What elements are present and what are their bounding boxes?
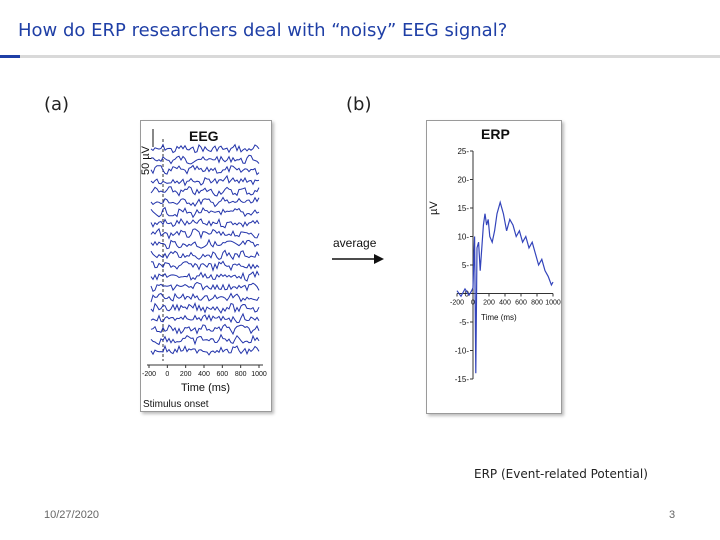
- panel-label-b: (b): [346, 94, 372, 115]
- erp-series: [456, 200, 554, 374]
- erp-x-tick-label: 600: [515, 300, 527, 307]
- eeg-x-tick-label: 200: [180, 371, 192, 378]
- erp-x-tick-label: 1000: [545, 300, 561, 307]
- stimulus-onset-label: Stimulus onset: [143, 399, 209, 410]
- erp-line: [456, 200, 554, 374]
- erp-y-tick-label: 15-: [457, 204, 469, 213]
- scale-label: 50 µV: [141, 145, 152, 175]
- average-label: average: [333, 236, 377, 250]
- eeg-x-ticks: -200 0 200 400 600 800 1000: [142, 365, 267, 378]
- footer-date: 10/27/2020: [44, 509, 100, 521]
- eeg-trace: [150, 260, 260, 272]
- eeg-x-tick-label: 800: [235, 371, 247, 378]
- eeg-x-tick-label: -200: [142, 371, 156, 378]
- erp-y-tick-label: 25-: [457, 147, 469, 156]
- eeg-trace: [150, 143, 260, 154]
- erp-figure: ERP µV 25- 20- 15- 10- 5- 0 -5- -10- -15- -200 0 20…: [426, 120, 562, 414]
- eeg-x-tick-label: 600: [216, 371, 228, 378]
- eeg-trace: [150, 281, 260, 293]
- erp-y-tick-label: 20-: [457, 176, 469, 185]
- eeg-trace: [150, 154, 260, 165]
- eeg-trace: [150, 301, 260, 314]
- panel-label-a: (a): [44, 94, 70, 115]
- eeg-trace: [150, 217, 260, 229]
- title-divider: [0, 55, 720, 58]
- erp-x-tick-label: 800: [531, 300, 543, 307]
- slide-title: How do ERP researchers deal with “noisy”…: [18, 20, 508, 41]
- eeg-trace: [150, 292, 260, 303]
- eeg-trace: [150, 249, 260, 261]
- erp-y-tick-label: 0: [465, 290, 470, 299]
- eeg-x-tick-label: 0: [165, 371, 169, 378]
- eeg-trace: [150, 185, 260, 197]
- eeg-trace: [150, 238, 260, 250]
- erp-y-label: µV: [428, 201, 440, 215]
- erp-y-tick-label: 10-: [457, 233, 469, 242]
- eeg-x-tick-label: 400: [198, 371, 210, 378]
- erp-x-tick-label: 200: [483, 300, 495, 307]
- eeg-plot: 50 µV EEG -200 0 200 400 600 800 1000 Time (ms…: [140, 128, 267, 410]
- eeg-trace: [150, 270, 260, 282]
- erp-x-tick-label: -200: [450, 300, 464, 307]
- erp-x-tick-label: 400: [499, 300, 511, 307]
- erp-y-tick-label: 5-: [462, 261, 469, 270]
- erp-y-tick-label: -15-: [455, 375, 470, 384]
- erp-y-tick-label: -5-: [459, 318, 469, 327]
- eeg-trace: [150, 333, 260, 346]
- eeg-x-tick-label: 1000: [251, 371, 267, 378]
- eeg-traces: [150, 143, 260, 356]
- eeg-title: EEG: [189, 128, 219, 144]
- eeg-figure: 50 µV EEG -200 0 200 400 600 800 1000 Time (ms…: [140, 120, 272, 412]
- page-number: 3: [669, 509, 676, 521]
- title-divider-accent: [0, 55, 20, 58]
- average-arrow: [332, 254, 384, 264]
- eeg-trace: [150, 312, 260, 324]
- caption: ERP (Event-related Potential): [474, 467, 648, 481]
- eeg-x-label: Time (ms): [181, 382, 230, 394]
- erp-x-label: Time (ms): [481, 313, 517, 322]
- erp-chart: ERP µV 25-20-15-10-5-0-5--10--15--200 0 20…: [428, 126, 561, 384]
- eeg-trace: [150, 196, 260, 208]
- eeg-trace: [150, 323, 260, 336]
- erp-x-tick-label: 0: [471, 300, 475, 307]
- eeg-trace: [150, 227, 260, 240]
- eeg-trace: [150, 174, 260, 187]
- erp-y-tick-label: -10-: [455, 347, 470, 356]
- eeg-trace: [150, 164, 260, 176]
- eeg-trace: [150, 206, 260, 219]
- erp-axes: 25-20-15-10-5-0-5--10--15--200 0 200 400 600…: [450, 147, 561, 384]
- eeg-trace: [150, 344, 260, 356]
- erp-title: ERP: [481, 126, 510, 142]
